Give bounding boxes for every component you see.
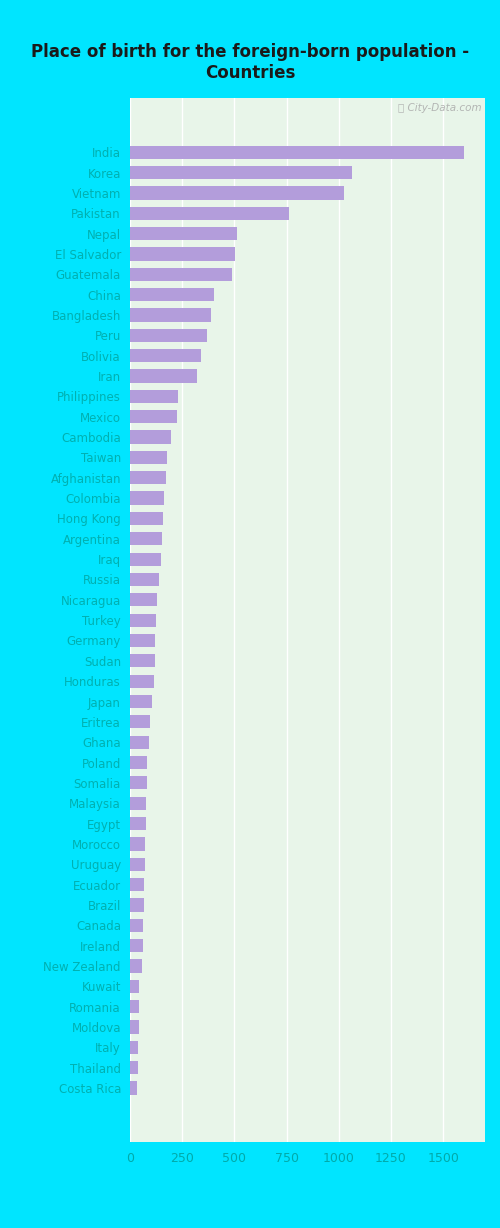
Bar	[130, 572, 159, 586]
Bar	[130, 370, 197, 383]
Bar	[130, 674, 154, 688]
Bar	[130, 308, 212, 322]
Bar	[130, 491, 164, 505]
Bar	[130, 715, 150, 728]
Bar	[130, 939, 142, 952]
Bar	[130, 166, 352, 179]
Bar	[130, 736, 149, 749]
Bar	[130, 1040, 138, 1054]
Bar	[130, 553, 162, 566]
Bar	[130, 1020, 139, 1034]
Bar	[130, 919, 143, 932]
Bar	[130, 512, 164, 526]
Bar	[130, 593, 157, 607]
Bar	[130, 959, 142, 973]
Bar	[130, 980, 140, 993]
Bar	[130, 797, 146, 809]
Bar	[130, 655, 154, 668]
Bar	[130, 899, 143, 911]
Bar	[130, 389, 178, 403]
Bar	[130, 1082, 138, 1094]
Bar	[130, 472, 166, 484]
Bar	[130, 817, 146, 830]
Bar	[130, 289, 214, 301]
Bar	[130, 695, 152, 709]
Bar	[130, 1000, 139, 1013]
Bar	[130, 349, 201, 362]
Bar	[130, 206, 288, 220]
Bar	[130, 878, 144, 892]
Bar	[130, 187, 344, 200]
Bar	[130, 634, 155, 647]
Text: ⓘ City-Data.com: ⓘ City-Data.com	[398, 103, 481, 113]
Bar	[130, 776, 146, 790]
Bar	[130, 227, 236, 241]
Bar	[130, 451, 166, 464]
Bar	[130, 410, 177, 424]
Bar	[130, 837, 145, 851]
Text: Place of birth for the foreign-born population -
Countries: Place of birth for the foreign-born popu…	[31, 43, 469, 82]
Bar	[130, 532, 162, 545]
Bar	[130, 857, 144, 871]
Bar	[130, 756, 147, 769]
Bar	[130, 614, 156, 626]
Bar	[130, 247, 236, 260]
Bar	[130, 431, 170, 443]
Bar	[130, 268, 232, 281]
Bar	[130, 146, 464, 158]
Bar	[130, 329, 208, 341]
Bar	[130, 1061, 138, 1074]
